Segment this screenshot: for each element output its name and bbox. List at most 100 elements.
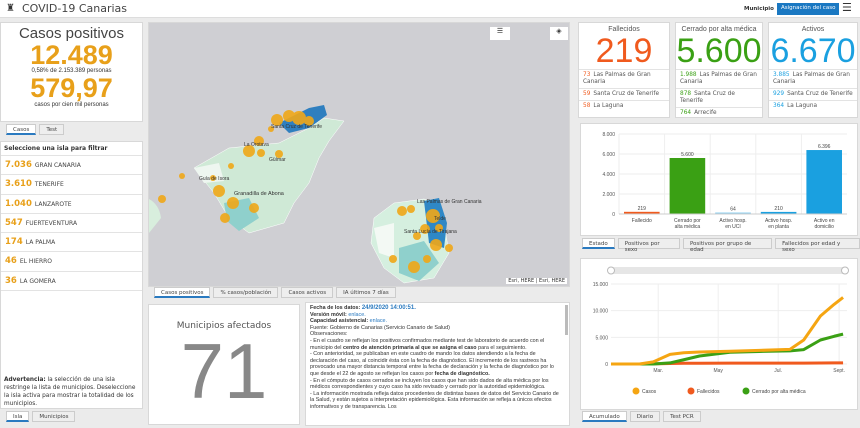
island-name: LA PALMA [25, 239, 56, 247]
case-bubble [445, 244, 453, 252]
y-tick-label: 8.000 [602, 132, 615, 138]
tab-municipios[interactable]: Municipios [32, 411, 76, 422]
y-tick-label: 10.000 [593, 309, 609, 315]
card-title: Fallecidos [608, 26, 640, 33]
card-row[interactable]: 878 Santa Cruz de Tenerife [676, 88, 762, 107]
hamburger-icon[interactable]: ☰ [842, 1, 852, 14]
summary-panel: Casos positivos 12.489 0,58% de 2.153.38… [0, 22, 143, 122]
case-bubble [413, 232, 421, 240]
case-bubble [243, 145, 255, 157]
tab-isla[interactable]: Isla [6, 411, 30, 422]
label-line: alta médica [675, 224, 701, 230]
label-line: Cerrado por [674, 218, 701, 224]
tab-casos-positivos[interactable]: Casos positivos [154, 287, 211, 298]
case-bubble [268, 126, 274, 132]
map[interactable]: Santa Cruz de Tenerife La Orotava Güímar… [147, 22, 570, 287]
municipios-panel: Municipios afectados 71 [148, 304, 300, 425]
card-row[interactable]: 929 Santa Cruz de Tenerife [769, 88, 857, 100]
label-line: Activo en [814, 218, 835, 224]
legend-label: Casos [642, 389, 657, 395]
card-row[interactable]: 1.988 Las Palmas de Gran Canaria [676, 69, 762, 88]
map-label: Güímar [269, 157, 286, 163]
tab-casos-activos[interactable]: Casos activos [281, 287, 334, 298]
card-row[interactable]: 73 Las Palmas de Gran Canaria [579, 69, 669, 88]
tab-test-pcr[interactable]: Test PCR [663, 411, 701, 422]
card-title: Activos [801, 26, 825, 33]
island-item[interactable]: 1.040 LANZAROTE [1, 195, 142, 214]
data-date: 24/9/2020 14:00:51. [361, 305, 416, 311]
y-tick-label: 0 [605, 362, 608, 368]
island-item[interactable]: 36 LA GOMERA [1, 272, 142, 292]
case-bubble [220, 213, 230, 223]
island-item[interactable]: 3.610 TENERIFE [1, 175, 142, 195]
island-item[interactable]: 174 LA PALMA [1, 233, 142, 253]
warning-text: Advertencia: la selección de una isla re… [4, 377, 136, 407]
case-bubble [283, 110, 295, 122]
label-line: domicilio [814, 224, 834, 230]
case-bubble [228, 163, 234, 169]
card-row[interactable]: 364 La Laguna [769, 100, 857, 112]
mobile-link[interactable]: enlace. [348, 311, 366, 318]
case-bubble [158, 195, 166, 203]
case-bubble [430, 239, 442, 251]
y-tick-label: 15.000 [593, 282, 609, 288]
y-tick-label: 2.000 [602, 192, 615, 198]
tab-estado[interactable]: Estado [582, 238, 615, 249]
card-row[interactable]: 3.885 Las Palmas de Gran Canaria [769, 69, 857, 88]
island-count: 174 [5, 237, 23, 248]
range-handle-left [607, 266, 615, 275]
stat-card-1: Cerrado por alta médica 5.600 1.988 Las Pal… [675, 22, 763, 118]
summary-title: Casos positivos [18, 25, 125, 42]
scrollbar[interactable] [565, 305, 568, 335]
tab-fallecidos-edad-sexo[interactable]: Fallecidos por edad y sexo [775, 238, 860, 253]
bar-value-label: 64 [730, 207, 736, 213]
assign-button[interactable]: Asignación del caso [777, 3, 840, 15]
case-bubble [420, 224, 430, 234]
label-line: en UCI [725, 224, 741, 230]
label-line: en planta [768, 224, 789, 230]
island-list-panel: Seleccione una isla para filtrar 7.036 GR… [0, 141, 143, 409]
tab-positivos-sexo[interactable]: Positivos por sexo [617, 238, 680, 253]
card-row[interactable]: 58 La Laguna [579, 100, 669, 112]
layers-icon[interactable]: ◈ [550, 27, 568, 40]
card-row[interactable]: 764 Arrecife [676, 107, 762, 117]
tab-positivos-edad[interactable]: Positivos por grupo de edad [682, 238, 773, 253]
island-name: LANZAROTE [34, 200, 72, 208]
label-line: Activo hosp. [719, 218, 746, 224]
island-name: FUERTEVENTURA [25, 219, 78, 227]
x-tick-label: Jul. [774, 368, 782, 374]
total-cases: 12.489 [30, 40, 113, 70]
x-tick-label: May [713, 368, 723, 374]
capacity-link[interactable]: enlace. [369, 318, 388, 325]
header: ♜ COVID-19 Canarias Municipio Asignación… [0, 0, 860, 18]
map-label: Las Palmas de Gran Canaria [417, 199, 482, 205]
y-tick-label: 0 [612, 212, 615, 218]
line-chart-panel: 0 5.000 10.000 15.000 Mar. May Jul. Sept. Casos F… [580, 258, 858, 410]
map-label: Telde [434, 216, 446, 222]
info-panel: Fecha de los datos: 24/9/2020 14:00:51. … [305, 302, 570, 426]
tab-test[interactable]: Test [39, 124, 65, 135]
tab-casos[interactable]: Casos [6, 124, 37, 135]
stat-card-0: Fallecidos 219 73 Las Palmas de Gran Canari… [578, 22, 670, 118]
tab-pct-casos[interactable]: % casos/población [213, 287, 279, 298]
x-tick-label: Fallecido [632, 218, 652, 224]
case-bubble [179, 173, 185, 179]
case-bubble [426, 209, 440, 223]
case-bubble [397, 206, 407, 216]
island-item[interactable]: 46 EL HIERRO [1, 252, 142, 272]
bar [760, 211, 797, 214]
case-bubble [292, 111, 306, 125]
tab-diario[interactable]: Diario [629, 411, 661, 422]
island-item[interactable]: 7.036 GRAN CANARIA [1, 156, 142, 176]
legend-list-icon[interactable]: ☰ [490, 27, 510, 40]
island-count: 46 [5, 256, 17, 267]
legend-marker [632, 387, 640, 395]
case-bubble [254, 136, 264, 146]
island-list-heading: Seleccione una isla para filtrar [1, 142, 142, 156]
tab-acumulado[interactable]: Acumulado [582, 411, 627, 422]
tab-ia-7-dias[interactable]: IA últimos 7 días [336, 287, 396, 298]
card-row[interactable]: 59 Santa Cruz de Tenerife [579, 88, 669, 100]
bar [624, 211, 660, 214]
island-item[interactable]: 547 FUERTEVENTURA [1, 214, 142, 234]
island-name: TENERIFE [34, 181, 64, 189]
